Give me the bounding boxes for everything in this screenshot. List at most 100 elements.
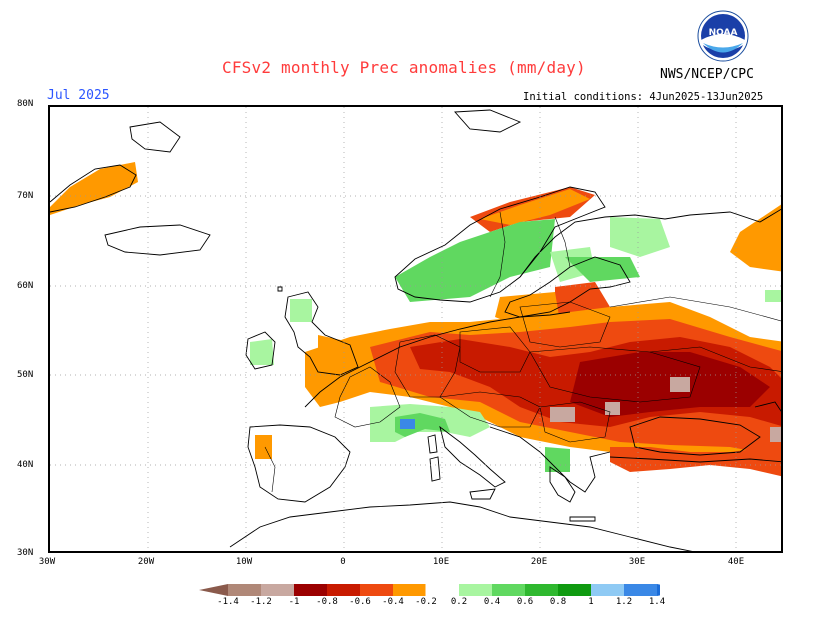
border-sweden-finland xyxy=(554,216,571,268)
lat-label-30n: 30N xyxy=(17,548,34,558)
border-russia-2 xyxy=(649,346,781,372)
coastline-faroe xyxy=(277,286,283,292)
colorbar-tick-label: -1 xyxy=(288,597,300,607)
anomaly-patch-ireland xyxy=(250,339,274,365)
border-central xyxy=(439,391,541,428)
coastline-norway xyxy=(394,186,606,303)
anomaly-patch-grey-3 xyxy=(605,402,620,415)
anomaly-patch-norway-green xyxy=(395,219,555,302)
lat-label-40n: 40N xyxy=(17,460,34,470)
lat-label-70n: 70N xyxy=(17,191,34,201)
colorbar-tick-label: 1.4 xyxy=(648,597,666,607)
coastline-sweden-finland xyxy=(519,208,781,278)
colorbar-tick-label: 0.8 xyxy=(549,597,567,607)
colorbar-segment xyxy=(360,584,393,596)
anomaly-field xyxy=(50,162,781,477)
coastline-caspian xyxy=(754,401,781,412)
anomaly-patch-finland-green-2 xyxy=(565,257,640,282)
lon-label-10e: 10E xyxy=(432,557,450,567)
colorbar-tick-label: -0.2 xyxy=(415,597,437,607)
colorbar-tick-label: -0.4 xyxy=(382,597,404,607)
coastline-iceland xyxy=(104,224,211,256)
lon-label-30w: 30W xyxy=(38,557,56,567)
lat-label-50n: 50N xyxy=(17,370,34,380)
coastline-continent-north xyxy=(304,311,571,408)
colorbar-tick-label: -0.8 xyxy=(316,597,338,607)
coastline-black-sea xyxy=(629,416,761,456)
colorbar-tick-label: 0.6 xyxy=(516,597,534,607)
colorbar-tick-label: 0.4 xyxy=(483,597,501,607)
colorbar-tick-label: 1.2 xyxy=(615,597,633,607)
colorbar-segment xyxy=(657,584,660,596)
border-france xyxy=(334,366,401,428)
coastline-sicily xyxy=(469,488,496,500)
colorbar xyxy=(199,583,660,597)
border-ukraine xyxy=(529,346,701,403)
coastline-italy xyxy=(439,425,506,488)
border-germany xyxy=(394,334,461,398)
coastline-corsica xyxy=(427,434,438,454)
lon-label-30e: 30E xyxy=(628,557,646,567)
coastline-balkans xyxy=(489,426,611,493)
coastline-svalbard-2 xyxy=(454,109,522,133)
colorbar-segment xyxy=(327,584,360,596)
anomaly-patch-alps-very-wet xyxy=(400,419,415,429)
colorbar-segment xyxy=(558,584,591,596)
coastline-svalbard xyxy=(129,121,181,153)
border-romania xyxy=(539,401,611,443)
anomaly-patch-greenland xyxy=(50,162,138,215)
coastline-greenland xyxy=(50,164,137,213)
border-russia-1 xyxy=(609,296,781,322)
colorbar-segment xyxy=(228,584,261,596)
coastline-north-africa xyxy=(229,501,693,551)
border-sweden-norway xyxy=(489,211,506,298)
anomaly-patch-britain-green xyxy=(290,299,312,322)
map-area xyxy=(48,105,783,553)
country-borders xyxy=(264,211,781,493)
lon-label-20e: 20E xyxy=(530,557,548,567)
lat-label-60n: 60N xyxy=(17,281,34,291)
colorbar-tick-label: -1.2 xyxy=(250,597,272,607)
logo-text: NOAA xyxy=(709,28,738,38)
anomaly-patch-norway-dry xyxy=(480,189,590,225)
lon-label-0: 0 xyxy=(340,557,346,567)
colorbar-segment xyxy=(393,584,426,596)
anomaly-patch-russia-north-green xyxy=(765,290,781,302)
anomaly-patch-balkans-wet xyxy=(545,447,570,472)
coastline-sardinia xyxy=(429,456,441,482)
initial-conditions: Initial conditions: 4Jun2025-13Jun2025 xyxy=(523,91,764,103)
coastline-ireland xyxy=(245,331,276,370)
coastlines xyxy=(50,109,781,551)
lon-label-10w: 10W xyxy=(235,557,253,567)
border-belarus xyxy=(519,301,611,348)
anomaly-map xyxy=(50,107,781,551)
border-spain-portugal xyxy=(264,446,276,493)
colorbar-segment xyxy=(425,583,460,597)
colorbar-segment xyxy=(525,584,558,596)
coastline-greece xyxy=(549,466,576,503)
anomaly-patch-russia-northeast xyxy=(730,204,781,272)
anomaly-patch-grey-1 xyxy=(670,377,690,392)
anomaly-patch-grey-4 xyxy=(770,427,781,442)
colorbar-tick-label: -1.4 xyxy=(217,597,239,607)
colorbar-segment xyxy=(261,584,294,596)
anomaly-patch-grey-2 xyxy=(550,407,575,422)
coastline-turkey xyxy=(609,456,781,463)
agency-label: NWS/NCEP/CPC xyxy=(660,67,754,82)
coastline-britain xyxy=(284,291,359,376)
noaa-logo-icon: NOAA xyxy=(697,10,749,62)
forecast-month: Jul 2025 xyxy=(47,88,110,103)
colorbar-tick-label: 0.2 xyxy=(450,597,468,607)
chart-title: CFSv2 monthly Prec anomalies (mm/day) xyxy=(222,58,586,77)
coastline-crete xyxy=(569,516,596,522)
colorbar-segment xyxy=(624,584,657,596)
colorbar-tick-label: -0.6 xyxy=(349,597,371,607)
lon-label-20w: 20W xyxy=(137,557,155,567)
border-poland xyxy=(459,326,531,373)
lon-label-40e: 40E xyxy=(727,557,745,567)
coastline-baltic xyxy=(504,256,631,318)
colorbar-segment xyxy=(294,584,327,596)
anomaly-patch-finland-green xyxy=(610,217,670,257)
colorbar-segment xyxy=(591,584,624,596)
colorbar-tick-label: 1 xyxy=(588,597,594,607)
